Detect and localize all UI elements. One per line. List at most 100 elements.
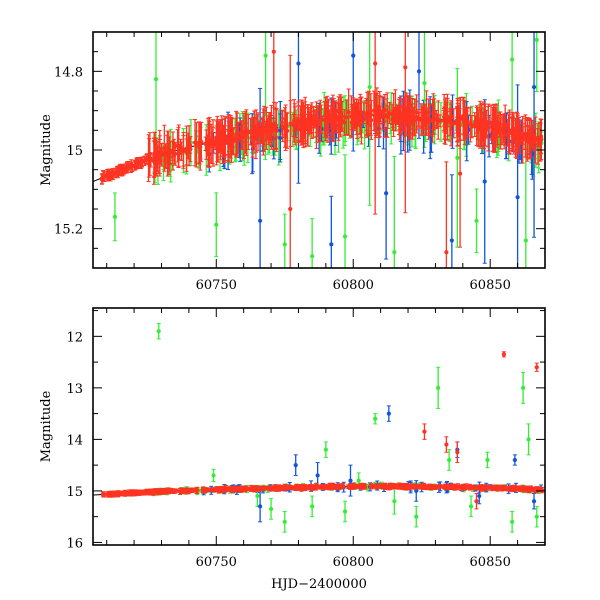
red-point [479,484,484,492]
red-point [226,125,231,161]
red-outlier [534,362,539,372]
red-point [506,114,511,152]
red-point [461,483,466,491]
red-point [204,129,209,160]
red-point [338,94,343,136]
red-point [461,99,466,141]
green-outlier [156,322,161,340]
green-outlier [526,423,531,456]
red-point [285,484,290,491]
red-point [195,486,200,494]
red-point [139,157,144,168]
red-point [468,106,473,143]
red-point [111,490,116,498]
red-point [470,485,475,491]
x-tick-label: 60850 [470,278,511,293]
red-point [485,484,490,491]
red-point [243,122,249,139]
red-point [209,123,214,164]
red-point [236,122,241,154]
red-outlier [474,492,479,510]
red-point [503,484,508,491]
red-point [423,484,428,489]
green-outlier [485,451,490,469]
red-point [255,112,261,152]
red-point [510,111,515,152]
y-tick-label: 15 [66,485,83,500]
red-point [385,92,390,138]
red-point [291,486,296,491]
red-point [122,490,127,496]
red-point [262,110,267,145]
red-point [276,484,281,492]
red-point [393,484,398,489]
red-point [184,125,189,172]
red-point [465,484,470,490]
red-point [139,490,144,495]
red-point [455,99,460,142]
red-point [241,485,246,492]
red-point [215,119,220,158]
red-point [433,484,438,491]
green-outlier [392,156,397,268]
green-outlier [474,188,479,254]
green-outlier [112,192,118,242]
red-point [125,161,130,172]
red-point [170,131,176,171]
red-point [178,487,184,495]
green-outlier [520,371,526,404]
red-point [538,122,543,154]
red-point [283,104,288,151]
green-outlier [455,68,460,248]
red-point [441,484,446,490]
red-point [309,484,314,490]
red-point [329,483,334,491]
red-point [366,91,371,135]
red-point [256,485,261,490]
red-point [299,484,304,492]
red-outlier [444,161,449,268]
green-outlier [373,413,378,425]
green-outlier [268,498,274,520]
red-point [147,138,152,178]
red-point [223,485,228,492]
red-point [391,93,396,137]
green-outlier [214,192,219,258]
red-point [371,90,377,131]
red-point [266,111,272,146]
red-point [402,482,407,489]
blue-outlier [512,454,517,466]
red-point [418,485,424,490]
top-panel: 60750 60800 60850 14.8 15 15.2 Magnitude [39,31,546,293]
red-point [387,484,393,489]
red-point [526,486,531,494]
red-point [307,111,312,132]
red-point [265,485,270,491]
red-point [115,167,120,179]
red-point [279,109,285,136]
red-point [159,489,164,494]
green-outlier [392,487,397,515]
red-point [510,486,515,492]
red-point [234,110,239,158]
red-point [188,136,193,163]
red-point [492,484,497,491]
red-point [377,90,382,134]
red-point [374,483,379,490]
red-point [420,106,425,136]
red-point [407,484,413,490]
red-point [208,487,213,492]
red-point [499,486,504,491]
red-point [323,104,329,123]
red-point [134,158,139,170]
red-point [527,118,532,154]
y-tick-label: 14 [66,433,83,448]
red-point [344,99,349,136]
red-point [450,484,456,489]
red-point [192,119,198,167]
blue-outlier [531,32,537,238]
red-point [318,108,323,133]
green-outlier [414,505,419,528]
green-outlier [282,511,287,533]
red-point [434,109,439,129]
